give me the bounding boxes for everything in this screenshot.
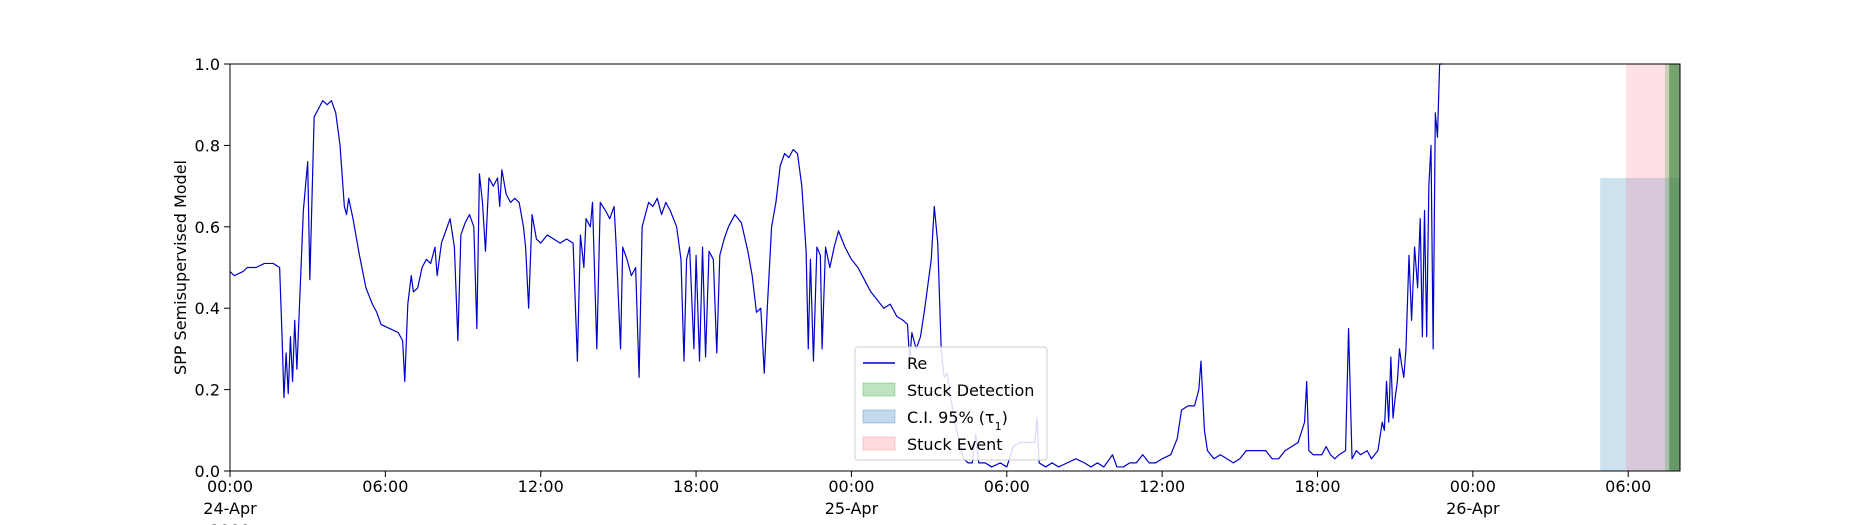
x-axis: 00:00 24-Apr 1900 06:00 12:00 18:00 00:00 25-Ap… bbox=[203, 471, 1651, 525]
x-tick-label-7-0: 18:00 bbox=[1294, 477, 1340, 496]
band-0 bbox=[1600, 177, 1680, 471]
bands-layer bbox=[1600, 64, 1680, 471]
legend-label-close: ) bbox=[1002, 408, 1008, 427]
legend-swatch-3 bbox=[862, 436, 896, 451]
series-line-0 bbox=[229, 63, 1443, 468]
legend-label-3: Stuck Event bbox=[907, 435, 1003, 454]
y-axis-label: SPP Semisupervised Model bbox=[171, 160, 190, 375]
x-tick-label-3-0: 18:00 bbox=[673, 477, 719, 496]
x-tick-label-1-0: 06:00 bbox=[362, 477, 408, 496]
y-axis: 0.0 0.2 0.4 0.6 0.8 1.0 bbox=[195, 55, 230, 481]
legend-swatch-2 bbox=[862, 409, 896, 424]
x-tick-label-0-0: 00:00 bbox=[207, 477, 253, 496]
x-tick-label-2-0: 12:00 bbox=[518, 477, 564, 496]
x-tick-label-8-1: 26-Apr bbox=[1446, 499, 1500, 518]
x-tick-label-4-1: 25-Apr bbox=[825, 499, 879, 518]
y-tick-label-2: 0.4 bbox=[195, 299, 220, 318]
x-tick-label-9-0: 06:00 bbox=[1605, 477, 1651, 496]
x-tick-label-6-0: 12:00 bbox=[1139, 477, 1185, 496]
y-tick-label-4: 0.8 bbox=[195, 136, 220, 155]
series-layer bbox=[229, 63, 1443, 468]
band-3 bbox=[1669, 64, 1680, 471]
x-tick-label-4-0: 00:00 bbox=[828, 477, 874, 496]
plot-frame bbox=[229, 63, 1681, 472]
legend-label-1: Stuck Detection bbox=[907, 381, 1034, 400]
legend-label-subscript: 1 bbox=[995, 420, 1002, 433]
x-tick-label-8-0: 00:00 bbox=[1450, 477, 1496, 496]
legend-box bbox=[854, 346, 1048, 461]
y-tick-label-5: 1.0 bbox=[195, 55, 220, 74]
x-tick-label-5-0: 06:00 bbox=[984, 477, 1030, 496]
y-tick-label-1: 0.2 bbox=[195, 381, 220, 400]
legend-label-0: Re bbox=[907, 354, 927, 373]
x-tick-label-0-1: 24-Apr bbox=[203, 499, 257, 518]
y-tick-label-3: 0.6 bbox=[195, 218, 220, 237]
x-tick-label-0-2: 1900 bbox=[210, 521, 251, 525]
y-tick-label-0: 0.0 bbox=[195, 462, 220, 481]
legend-swatch-1 bbox=[862, 382, 896, 397]
